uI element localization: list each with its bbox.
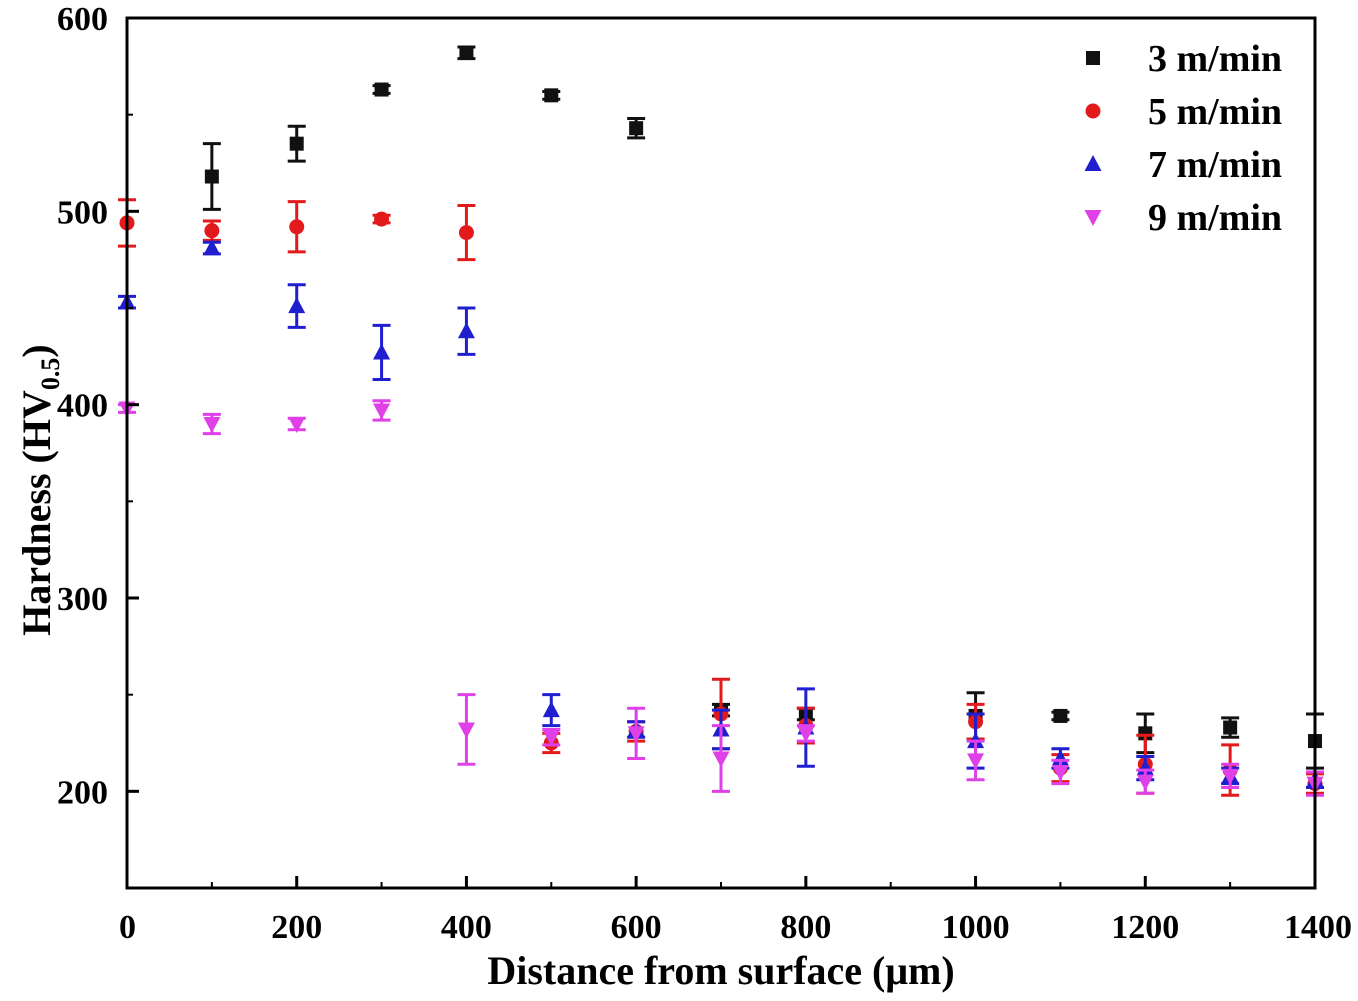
data-point [289,136,304,151]
legend-label: 3 m/min [1148,38,1282,80]
plot-layer [118,45,1324,797]
data-point [203,239,221,256]
ticks-layer: 0 200 400 600 800 1000 1200 1400 200 300 400 500 600 [57,1,1352,946]
data-point [289,219,305,235]
data-point [1223,720,1238,735]
y-axis-title: Hardness (HV0.5) [14,344,65,635]
legend-marker [1086,51,1100,65]
legend-label: 9 m/min [1148,197,1282,239]
x-tick-label-800: 800 [780,909,831,946]
data-point [1138,726,1153,741]
data-point [1051,765,1069,781]
data-point [544,88,559,103]
x-tick-label-0: 0 [119,909,136,946]
x-tick-label-1200: 1200 [1111,909,1179,946]
data-point [288,417,306,433]
legend-item-2: 5 m/min [1085,91,1282,133]
data-point [203,417,221,433]
legend-label: 5 m/min [1148,91,1282,133]
data-point [204,169,219,184]
data-point [627,726,645,743]
y-axis-title-close: ) [14,344,59,357]
data-point [204,223,220,239]
y-tick-label-200: 200 [57,774,108,811]
data-point [797,726,815,743]
data-point [459,45,474,60]
legend-marker [1084,210,1102,226]
data-point [967,753,985,770]
data-point [457,322,475,339]
x-tick-label-1400: 1400 [1284,909,1352,946]
data-point [373,403,391,420]
data-point [458,225,474,241]
legend-item-1: 3 m/min [1086,38,1282,80]
data-point [1221,768,1239,785]
series-2 [118,198,1324,797]
y-axis-title-main: Hardness (HV [14,390,59,636]
data-point [712,751,730,768]
x-tick-label-200: 200 [271,909,322,946]
x-tick-label-400: 400 [441,909,492,946]
legend-marker [1085,103,1101,119]
y-tick-label-300: 300 [57,581,108,618]
data-point [374,211,390,227]
data-point [629,121,644,136]
y-tick-label-400: 400 [57,388,108,425]
data-point [288,297,306,314]
y-tick-label-500: 500 [57,194,108,231]
legend: 3 m/min 5 m/min 7 m/min 9 m/min [1084,38,1282,239]
data-point [542,730,560,747]
legend-item-3: 7 m/min [1084,144,1282,186]
legend-marker [1084,155,1102,171]
legend-label: 7 m/min [1148,144,1282,186]
data-point [457,722,475,739]
data-point [1053,708,1068,723]
x-tick-label-600: 600 [611,909,662,946]
data-point [1136,774,1154,791]
data-point [542,701,560,718]
data-point [374,82,389,97]
x-axis-title: Distance from surface (μm) [487,948,954,993]
x-tick-label-1000: 1000 [942,909,1010,946]
y-tick-label-600: 600 [57,1,108,38]
data-point [373,343,391,360]
y-axis-title-subscript: 0.5 [36,358,65,391]
legend-item-4: 9 m/min [1084,197,1282,239]
